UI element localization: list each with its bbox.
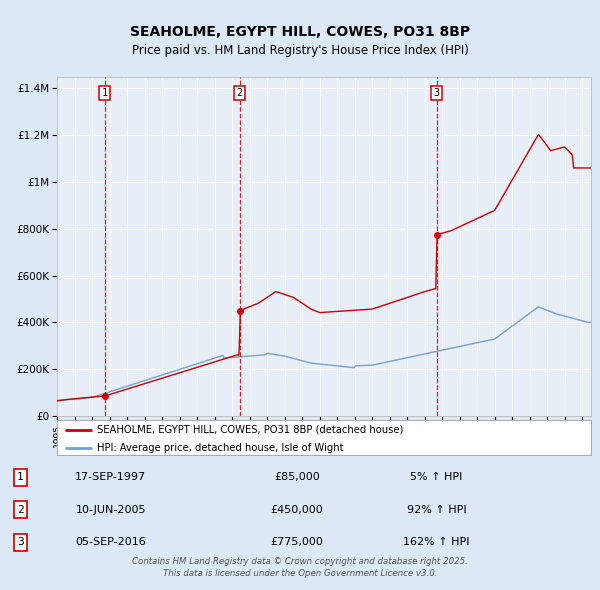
Text: £775,000: £775,000 (271, 537, 323, 547)
Text: 10-JUN-2005: 10-JUN-2005 (76, 505, 146, 514)
Text: 1: 1 (101, 88, 108, 98)
Text: 3: 3 (17, 537, 24, 547)
Text: Price paid vs. HM Land Registry's House Price Index (HPI): Price paid vs. HM Land Registry's House … (131, 44, 469, 57)
Text: 3: 3 (433, 88, 440, 98)
Text: 162% ↑ HPI: 162% ↑ HPI (403, 537, 470, 547)
Text: 1: 1 (17, 473, 24, 482)
Text: 05-SEP-2016: 05-SEP-2016 (76, 537, 146, 547)
Text: 2: 2 (236, 88, 243, 98)
Text: HPI: Average price, detached house, Isle of Wight: HPI: Average price, detached house, Isle… (97, 442, 344, 453)
Text: 92% ↑ HPI: 92% ↑ HPI (407, 505, 466, 514)
Text: 5% ↑ HPI: 5% ↑ HPI (410, 473, 463, 482)
Text: SEAHOLME, EGYPT HILL, COWES, PO31 8BP: SEAHOLME, EGYPT HILL, COWES, PO31 8BP (130, 25, 470, 40)
Text: 2: 2 (17, 505, 24, 514)
Text: £450,000: £450,000 (271, 505, 323, 514)
Text: 17-SEP-1997: 17-SEP-1997 (75, 473, 146, 482)
Text: SEAHOLME, EGYPT HILL, COWES, PO31 8BP (detached house): SEAHOLME, EGYPT HILL, COWES, PO31 8BP (d… (97, 425, 403, 435)
Text: Contains HM Land Registry data © Crown copyright and database right 2025.
This d: Contains HM Land Registry data © Crown c… (132, 557, 468, 578)
Text: £85,000: £85,000 (274, 473, 320, 482)
